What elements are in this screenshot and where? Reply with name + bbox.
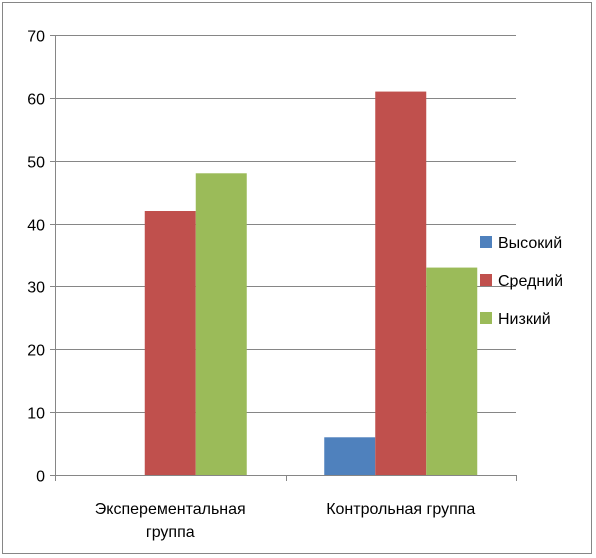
x-category-label: Контрольная группа bbox=[326, 501, 475, 518]
x-category-label: Эксперементальная bbox=[95, 501, 246, 518]
legend-label-3: Низкий bbox=[498, 311, 551, 328]
y-tick-label: 60 bbox=[27, 92, 45, 109]
bar-1-2 bbox=[324, 437, 376, 475]
bar-3-1 bbox=[195, 173, 247, 476]
y-tick-label: 0 bbox=[36, 469, 45, 486]
legend-label-1: Высокий bbox=[498, 235, 562, 252]
chart-frame bbox=[2, 2, 592, 554]
legend-label-2: Средний bbox=[498, 273, 563, 290]
y-tick-label: 30 bbox=[27, 280, 45, 297]
bar-2-1 bbox=[144, 211, 196, 475]
y-tick-label: 50 bbox=[27, 155, 45, 172]
y-tick-label: 20 bbox=[27, 343, 45, 360]
legend-swatch-3 bbox=[480, 312, 492, 324]
legend-swatch-2 bbox=[480, 274, 492, 286]
x-category-label: группа bbox=[146, 524, 195, 541]
legend-swatch-1 bbox=[480, 236, 492, 248]
bar-2-2 bbox=[375, 91, 427, 476]
y-tick-label: 70 bbox=[27, 29, 45, 46]
bar-3-2 bbox=[426, 267, 478, 475]
y-tick-label: 40 bbox=[27, 218, 45, 235]
y-tick-label: 10 bbox=[27, 406, 45, 423]
